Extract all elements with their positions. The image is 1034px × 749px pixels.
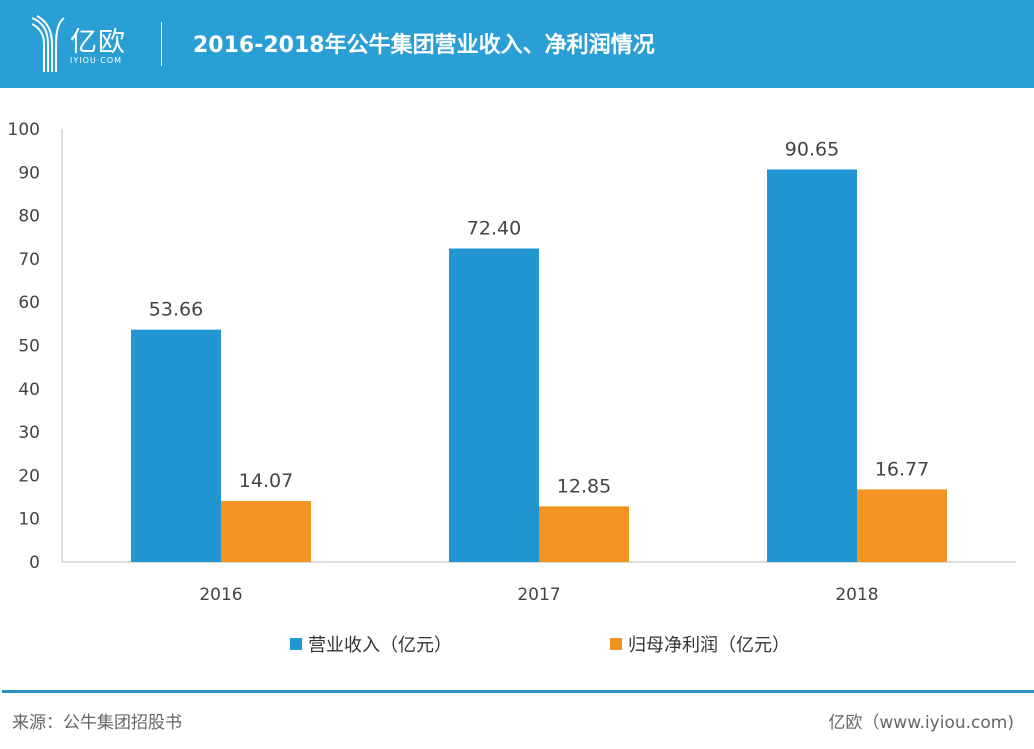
legend-item-revenue: 营业收入（亿元）: [290, 631, 452, 657]
legend-item-profit: 归母净利润（亿元）: [610, 631, 790, 657]
x-tick-label: 2017: [517, 585, 560, 605]
footer-divider: [2, 690, 1034, 693]
x-tick-label: 2016: [199, 585, 242, 605]
data-label: 16.77: [875, 458, 929, 480]
site-credit: 亿欧（www.iyiou.com): [828, 713, 1014, 733]
y-tick-label: 30: [18, 423, 40, 443]
bar-chart: 0 10 20 30 40 50 60 70 80 90 100 2016 53.66 14.07 2017…: [8, 120, 1016, 605]
bar-2016-series-1: [221, 501, 311, 562]
data-label: 90.65: [785, 138, 839, 160]
legend-swatch: [290, 638, 302, 650]
header-banner: 亿欧 IYIOU·COM 2016-2018年公牛集团营业收入、净利润情况: [0, 0, 1034, 88]
data-label: 14.07: [239, 470, 293, 492]
y-tick-label: 70: [18, 250, 40, 270]
data-label: 72.40: [467, 218, 521, 240]
y-tick-label: 100: [8, 120, 40, 140]
logo-y-icon: [31, 15, 65, 72]
y-tick-label: 10: [18, 510, 40, 530]
y-tick-label: 90: [18, 163, 40, 183]
iyiou-logo: 亿欧 IYIOU·COM: [28, 14, 158, 74]
bar-2016-series-0: [131, 329, 221, 562]
y-tick-label: 80: [18, 207, 40, 227]
chart-title: 2016-2018年公牛集团营业收入、净利润情况: [193, 33, 655, 58]
y-tick-label: 60: [18, 293, 40, 313]
y-tick-label: 20: [18, 466, 40, 486]
bar-2018-series-0: [767, 169, 857, 562]
y-tick-label: 40: [18, 380, 40, 400]
y-tick-label: 0: [29, 553, 40, 573]
header-divider: [161, 22, 162, 66]
legend-swatch: [610, 638, 622, 650]
data-label: 53.66: [149, 299, 203, 321]
bar-2017-series-1: [539, 506, 629, 562]
data-label: 12.85: [557, 475, 611, 497]
bar-2018-series-1: [857, 489, 947, 562]
source-note: 来源：公牛集团招股书: [12, 713, 182, 733]
x-tick-label: 2018: [835, 585, 878, 605]
y-tick-label: 50: [18, 337, 40, 357]
bar-2017-series-0: [449, 248, 539, 562]
